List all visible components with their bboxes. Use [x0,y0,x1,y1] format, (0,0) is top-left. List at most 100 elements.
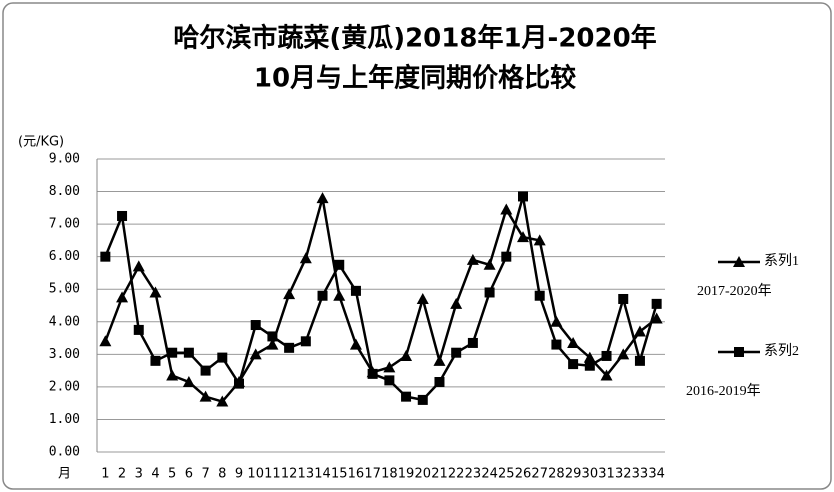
data-point [533,234,546,246]
data-point [451,347,462,358]
y-tick-label: 0.00 [49,445,80,460]
data-point [618,293,629,304]
y-tick-label: 9.00 [49,152,80,167]
x-tick-label: 1 [101,467,109,482]
x-tick-label: 22 [448,467,465,482]
x-tick-label: 12 [281,467,298,482]
data-point [384,375,395,386]
data-point [650,312,663,324]
y-axis-label: (元/KG) [18,135,64,150]
x-tick-label: 10 [247,467,264,482]
x-tick-label: 31 [598,467,615,482]
y-tick-label: 2.00 [49,379,80,394]
data-point [199,390,212,402]
data-point [583,351,596,363]
data-point [117,210,128,221]
data-point [483,258,496,270]
x-tick-label: 2 [118,467,126,482]
x-tick-label: 18 [381,467,398,482]
chart-title: 10月与上年度同期价格比较 [254,63,576,94]
y-tick-label: 3.00 [49,347,80,362]
data-point [466,253,479,265]
legend-label: 系列1 [764,253,799,269]
data-point [99,335,112,347]
y-tick-label: 8.00 [49,184,80,199]
data-point [367,368,378,379]
x-tick-label: 20 [414,467,431,482]
data-point [200,365,211,376]
data-point [401,391,412,402]
data-point [166,369,179,381]
x-tick-label: 13 [298,467,315,482]
data-point [551,339,562,350]
x-tick-label: 33 [632,467,649,482]
x-tick-label: 28 [548,467,565,482]
legend-marker [734,347,744,357]
data-point [617,348,630,360]
data-point [568,359,579,370]
data-point [167,347,178,358]
x-tick-label: 19 [398,467,415,482]
data-point [550,315,563,327]
data-point [133,324,144,335]
data-point [651,298,662,309]
data-point [183,347,194,358]
data-point [266,338,279,350]
y-tick-label: 5.00 [49,282,80,297]
data-point [216,395,229,407]
data-point [517,231,529,243]
annotation: 2017-2020年 [697,283,772,299]
data-point [250,320,261,331]
data-point [234,378,244,389]
data-point [433,354,446,366]
x-tick-label: 17 [364,467,381,482]
data-point [567,336,580,348]
x-tick-label: 21 [431,467,448,482]
x-tick-label: 9 [235,467,243,482]
data-point [334,259,345,270]
data-point [600,369,613,381]
data-point [149,286,162,298]
data-point [633,325,646,337]
x-tick-label: 26 [515,467,532,482]
y-tick-label: 7.00 [49,217,80,232]
data-point [283,288,296,300]
data-point [400,349,413,361]
x-tick-label: 5 [168,467,176,482]
data-point [501,251,512,262]
x-tick-label: 8 [218,467,226,482]
x-tick-label: 30 [582,467,599,482]
data-point [350,285,361,296]
x-tick-label: 24 [481,467,498,482]
data-point [518,191,528,202]
x-tick-label: 15 [331,467,348,482]
x-tick-label: 16 [348,467,365,482]
data-point [284,342,295,353]
data-point [217,352,228,363]
series-line [104,196,658,402]
x-axis-label: 月 [58,467,71,482]
data-point [333,289,346,301]
x-tick-label: 23 [465,467,482,482]
legend-marker [733,256,745,267]
data-point [182,376,195,388]
data-point [417,394,428,405]
data-point [300,336,311,347]
data-point [383,361,396,373]
x-tick-label: 27 [531,467,548,482]
data-point [132,260,145,272]
data-point [150,355,161,366]
data-point [249,348,262,360]
x-tick-label: 29 [565,467,582,482]
x-tick-label: 34 [648,467,665,482]
annotation: 2016-2019年 [686,383,761,399]
data-point [434,377,445,388]
data-point [299,252,312,264]
data-point [450,297,463,309]
x-tick-label: 25 [498,467,515,482]
chart-title: 哈尔滨市蔬菜(黄瓜)2018年1月-2020年 [173,23,656,54]
data-point [534,290,545,301]
data-point [116,291,129,303]
data-point [601,350,612,361]
